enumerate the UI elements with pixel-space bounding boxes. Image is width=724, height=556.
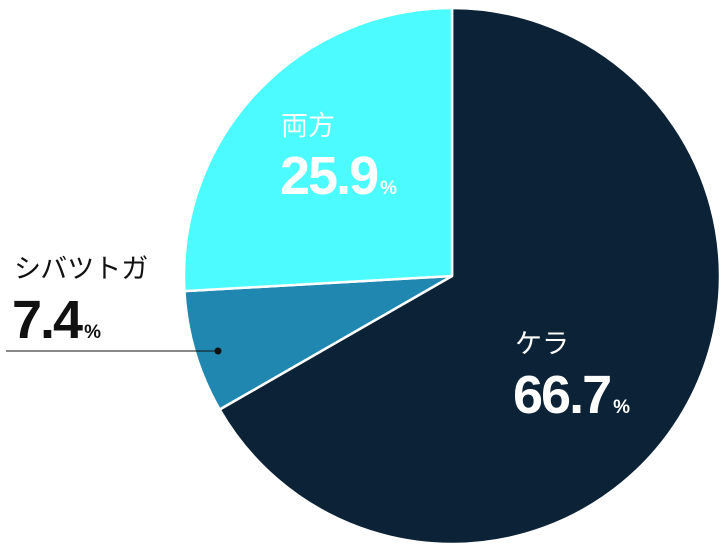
pie-slice-shibatsutoga — [183, 274, 454, 411]
pie-slice-ryouhou — [182, 6, 454, 293]
slice-value-shibatsutoga: 7.4% — [12, 290, 101, 350]
callout-leader-dot — [214, 347, 222, 355]
slice-value-ryouhou: 25.9% — [280, 146, 397, 206]
slice-label-shibatsutoga: シバツトガ — [14, 254, 148, 285]
pie-slices — [182, 6, 722, 546]
slice-label-kera: ケラ — [515, 329, 569, 360]
slice-label-ryouhou: 両方 — [281, 111, 335, 142]
slice-value-kera: 66.7% — [513, 365, 630, 425]
pie-slice-kera — [218, 6, 722, 546]
